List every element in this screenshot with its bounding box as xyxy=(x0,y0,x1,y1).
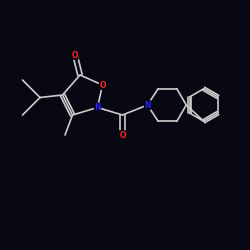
Text: O: O xyxy=(99,80,106,90)
Text: O: O xyxy=(72,50,78,59)
Text: O: O xyxy=(119,130,126,140)
Text: N: N xyxy=(94,103,101,112)
Text: N: N xyxy=(144,100,151,110)
